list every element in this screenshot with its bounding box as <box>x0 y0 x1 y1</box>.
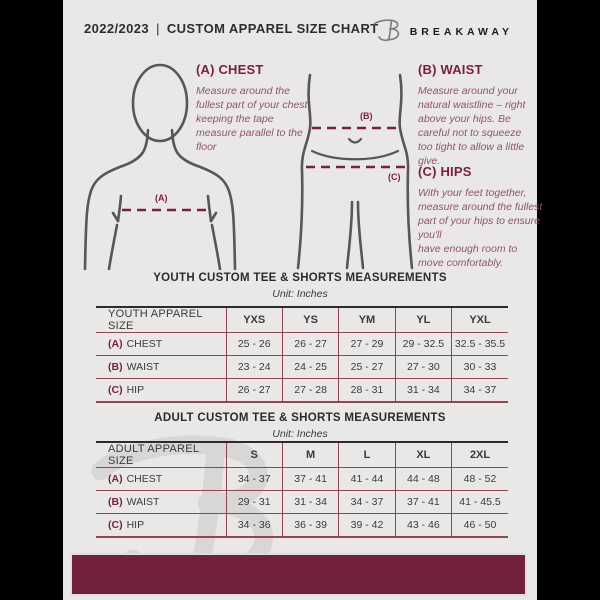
measurement-value: 24 - 25 <box>281 355 339 379</box>
measurement-label: (A) CHEST <box>96 467 226 491</box>
title-text: CUSTOM APPAREL SIZE CHART <box>166 21 379 36</box>
measurement-key: (A) <box>108 338 123 350</box>
measurement-value: 29 - 32.5 <box>394 332 452 356</box>
measurement-value: 46 - 50 <box>451 513 508 538</box>
measurement-value: 34 - 37 <box>225 467 283 491</box>
measurement-value: 41 - 45.5 <box>451 490 508 514</box>
measurement-value: 36 - 39 <box>281 513 339 538</box>
size-row-header: YOUTH APPAREL SIZE <box>96 307 226 333</box>
waist-instructions: (B) WAIST Measure around your natural wa… <box>418 62 536 168</box>
measurement-key: (A) <box>108 473 123 485</box>
adult-header-row: ADULT APPAREL SIZE S M L XL 2XL <box>96 442 508 468</box>
waist-heading: (B) WAIST <box>418 62 483 77</box>
youth-size-table: YOUTH APPAREL SIZE YXS YS YM YL YXL (A) CHEST 2… <box>96 306 508 403</box>
size-column-header: M <box>281 442 339 468</box>
measurement-key: (B) <box>108 496 123 508</box>
hips-body-text: With your feet together, measure around … <box>418 187 543 269</box>
measurement-label: (A) CHEST <box>96 332 226 356</box>
measurement-key: (C) <box>108 519 123 531</box>
brand-lockup: BREAKAWAY <box>373 16 513 48</box>
size-column-header: YL <box>394 307 452 333</box>
measurement-value: 39 - 42 <box>338 513 396 538</box>
measurement-value: 43 - 46 <box>394 513 452 538</box>
title-season: 2022/2023 <box>84 21 150 36</box>
measurement-value: 37 - 41 <box>281 467 339 491</box>
measurement-value: 29 - 31 <box>225 490 283 514</box>
size-chart-page: 2022/2023 | CUSTOM APPAREL SIZE CHART BREA… <box>63 0 542 600</box>
breakaway-logo-icon <box>373 16 403 48</box>
table-row: (B) WAIST 29 - 31 31 - 34 34 - 37 37 - 41 41 -… <box>96 490 508 514</box>
measurement-label: (C) HIP <box>96 513 226 538</box>
measurement-label: (B) WAIST <box>96 355 226 379</box>
youth-unit-label: Unit: Inches <box>272 288 328 300</box>
size-column-header: YXS <box>225 307 283 333</box>
measurement-value: 34 - 37 <box>338 490 396 514</box>
measurement-value: 31 - 34 <box>394 378 452 403</box>
measurement-label: (B) WAIST <box>96 490 226 514</box>
measurement-diagram: (A) (B) (C) (A) CHEST Measure around the… <box>63 55 542 270</box>
chest-heading: (A) CHEST <box>196 62 264 77</box>
measurement-value: 23 - 24 <box>225 355 283 379</box>
size-column-header: YS <box>281 307 339 333</box>
table-row: (C) HIP 34 - 36 36 - 39 39 - 42 43 - 46 46 - 5… <box>96 513 508 538</box>
measurement-value: 48 - 52 <box>451 467 508 491</box>
size-column-header: YXL <box>451 307 508 333</box>
waist-body-text: Measure around your natural waistline – … <box>418 85 526 167</box>
measurement-value: 28 - 31 <box>338 378 396 403</box>
measurement-label: (C) HIP <box>96 378 226 403</box>
youth-section-title: YOUTH CUSTOM TEE & SHORTS MEASUREMENTS <box>153 272 447 284</box>
size-column-header: 2XL <box>451 442 508 468</box>
table-row: (B) WAIST 23 - 24 24 - 25 25 - 27 27 - 30 30 -… <box>96 355 508 379</box>
measurement-value: 37 - 41 <box>394 490 452 514</box>
measurement-value: 25 - 26 <box>225 332 283 356</box>
body-figures-illustration <box>83 63 414 270</box>
size-column-header: L <box>338 442 396 468</box>
hips-marker-label: (C) <box>388 172 401 182</box>
measurement-key: (C) <box>108 384 123 396</box>
chest-instructions: (A) CHEST Measure around the fullest par… <box>196 62 314 154</box>
measurement-value: 41 - 44 <box>338 467 396 491</box>
measurement-value: 25 - 27 <box>338 355 396 379</box>
footer-accent-bar <box>70 553 527 596</box>
chest-body-text: Measure around the fullest part of your … <box>196 85 311 153</box>
document-title: 2022/2023 | CUSTOM APPAREL SIZE CHART <box>84 21 379 36</box>
measurement-value: 27 - 29 <box>338 332 396 356</box>
size-column-header: S <box>225 442 283 468</box>
measurement-value: 26 - 27 <box>225 378 283 403</box>
measurement-value: 27 - 28 <box>281 378 339 403</box>
size-row-header: ADULT APPAREL SIZE <box>96 442 226 468</box>
chest-marker-label: (A) <box>155 193 168 203</box>
hips-heading: (C) HIPS <box>418 164 472 179</box>
waist-marker-label: (B) <box>360 111 373 121</box>
table-row: (C) HIP 26 - 27 27 - 28 28 - 31 31 - 34 34 - 3… <box>96 378 508 403</box>
measurement-value: 32.5 - 35.5 <box>451 332 508 356</box>
table-row: (A) CHEST 25 - 26 26 - 27 27 - 29 29 - 32.5 32… <box>96 332 508 356</box>
title-separator: | <box>156 21 160 36</box>
adult-section-title: ADULT CUSTOM TEE & SHORTS MEASUREMENTS <box>154 412 446 424</box>
adult-unit-label: Unit: Inches <box>272 428 328 440</box>
measurement-value: 34 - 36 <box>225 513 283 538</box>
brand-name: BREAKAWAY <box>409 26 513 38</box>
measurement-value: 44 - 48 <box>394 467 452 491</box>
measurement-value: 27 - 30 <box>394 355 452 379</box>
measurement-value: 31 - 34 <box>281 490 339 514</box>
youth-header-row: YOUTH APPAREL SIZE YXS YS YM YL YXL <box>96 307 508 333</box>
size-column-header: XL <box>394 442 452 468</box>
measurement-value: 34 - 37 <box>451 378 508 403</box>
size-column-header: YM <box>338 307 396 333</box>
measurement-value: 30 - 33 <box>451 355 508 379</box>
measurement-value: 26 - 27 <box>281 332 339 356</box>
hips-instructions: (C) HIPS With your feet together, measur… <box>418 164 544 270</box>
table-row: (A) CHEST 34 - 37 37 - 41 41 - 44 44 - 48 48 -… <box>96 467 508 491</box>
adult-size-table: ADULT APPAREL SIZE S M L XL 2XL (A) CHEST 34 - … <box>96 441 508 538</box>
measurement-key: (B) <box>108 361 123 373</box>
